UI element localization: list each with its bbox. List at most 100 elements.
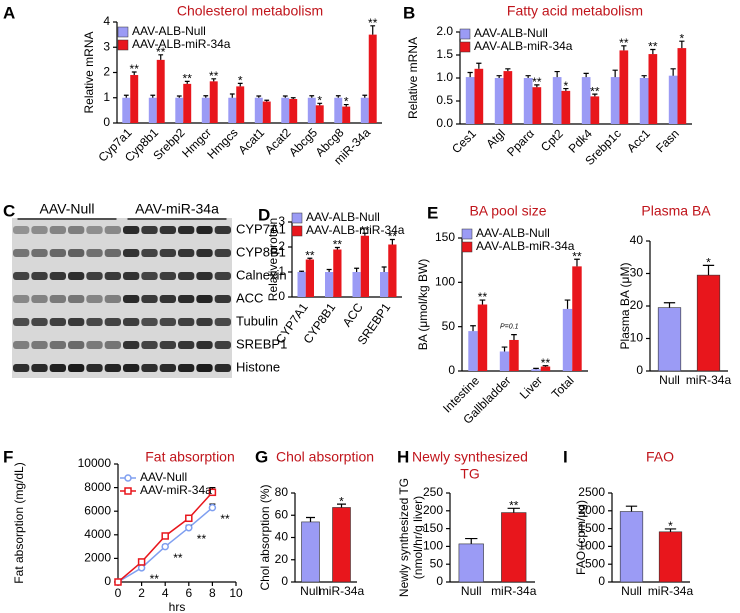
bar	[305, 259, 314, 297]
blot-band	[86, 272, 103, 280]
legend-swatch	[459, 28, 471, 40]
y-tick-label: 40	[630, 233, 644, 247]
error-bar	[479, 299, 486, 305]
band-label: Histone	[236, 359, 280, 374]
bar	[658, 531, 683, 583]
bar	[289, 99, 298, 123]
blot-band	[31, 249, 48, 257]
bar	[209, 81, 218, 123]
error-bar	[211, 78, 217, 82]
y-tick-label: 10000	[78, 456, 112, 470]
error-bar	[237, 82, 243, 87]
band-label: CYP7A1	[236, 221, 286, 236]
error-bar	[326, 268, 332, 272]
blot-band	[141, 295, 158, 303]
bar	[254, 97, 263, 123]
bar	[561, 90, 571, 124]
blot-band	[104, 272, 121, 280]
blot-band	[86, 295, 103, 303]
error-bar	[203, 95, 209, 98]
chart-title: TG	[460, 466, 479, 482]
x-tick-label: Liver	[517, 373, 545, 401]
y-axis-label: Newly synthesized TG	[397, 478, 411, 597]
panel-letter: I	[563, 447, 568, 466]
blot-band	[123, 249, 140, 257]
blot-band	[49, 341, 66, 349]
legend-label: AAV-ALB-Null	[306, 210, 380, 224]
bar	[668, 75, 678, 124]
bar	[130, 75, 139, 123]
x-tick-label: miR-34a	[491, 584, 537, 598]
bar	[228, 97, 237, 123]
significance: **	[532, 75, 542, 89]
x-tick-label: Acc1	[624, 126, 653, 155]
blot-band	[86, 364, 103, 372]
error-bar	[362, 232, 368, 236]
blot-band	[31, 364, 48, 372]
y-tick-label: 20	[275, 552, 289, 566]
y-tick-label: 0	[103, 115, 110, 129]
significance: **	[156, 45, 166, 59]
bar	[562, 308, 573, 371]
blot-band	[159, 226, 176, 234]
error-bar	[290, 97, 296, 100]
blot-band	[49, 249, 66, 257]
bar	[639, 78, 649, 124]
bar	[532, 87, 542, 124]
blot-band	[68, 249, 85, 257]
error-bar	[564, 299, 571, 309]
bar	[468, 331, 478, 371]
error-bar	[334, 246, 340, 250]
y-tick-label: 200	[423, 503, 443, 517]
panel-letter: D	[258, 205, 270, 224]
blot-band	[13, 341, 30, 349]
error-bar	[534, 84, 540, 88]
error-bar	[309, 95, 315, 98]
y-axis-label: FAO (cpm/μg)	[574, 500, 588, 575]
blot-band	[214, 364, 231, 372]
y-tick-label: 1	[103, 90, 110, 104]
error-bar	[663, 302, 676, 308]
significance: **	[360, 223, 370, 237]
significance: **	[305, 248, 315, 262]
bar	[619, 511, 644, 583]
marker	[161, 542, 169, 551]
y-tick-label: 500	[585, 556, 605, 570]
significance: **	[197, 532, 207, 546]
bar	[236, 86, 245, 123]
blot-band	[31, 226, 48, 234]
error-bar	[470, 325, 476, 332]
blot-band	[13, 295, 30, 303]
y-axis-label: Fat absorption (mg/dL)	[12, 462, 26, 583]
x-tick-label: Cpt2	[538, 126, 566, 154]
significance: **	[590, 84, 600, 98]
bar	[360, 97, 369, 123]
blot-band	[196, 318, 213, 326]
x-tick-label: 4	[162, 586, 169, 600]
y-axis-label: (nmol/hr/g liver)	[411, 496, 425, 579]
x-tick-label: Hmgcs	[204, 125, 240, 161]
blot-band	[104, 295, 121, 303]
marker	[208, 503, 217, 512]
x-tick-label: Null	[461, 584, 482, 598]
blot-band	[68, 364, 85, 372]
significance: **	[368, 16, 378, 30]
blot-band	[104, 249, 121, 257]
bar	[540, 366, 551, 371]
x-tick-label: ACC	[340, 300, 366, 329]
significance: **	[150, 572, 160, 586]
blot-band	[141, 249, 158, 257]
legend-swatch	[117, 39, 129, 51]
band-label: CYP8B1	[236, 244, 286, 259]
blot-band	[159, 318, 176, 326]
blot-band	[123, 341, 140, 349]
blot-band	[141, 226, 158, 234]
y-tick-label: 0.5	[436, 93, 453, 107]
significance: **	[130, 62, 140, 76]
blot-band	[141, 341, 158, 349]
blot-band	[86, 318, 103, 326]
blot-band	[49, 295, 66, 303]
bar	[201, 97, 210, 123]
error-bar	[264, 99, 270, 102]
panel-letter: F	[3, 447, 13, 466]
